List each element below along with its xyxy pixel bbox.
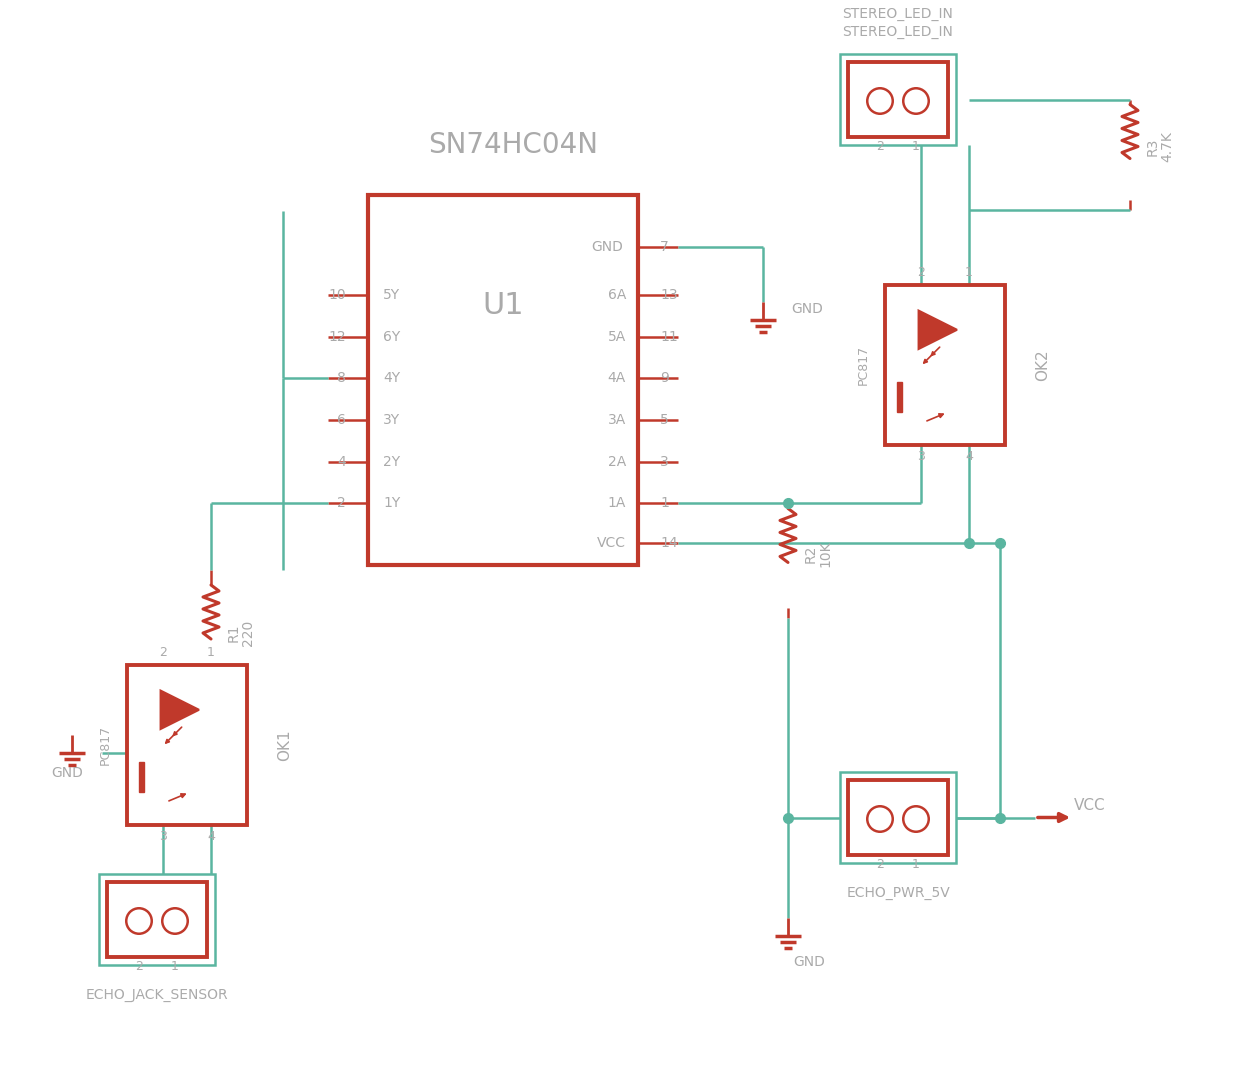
Bar [897,381,902,413]
Bar [127,665,247,825]
Text: R1: R1 [226,623,242,642]
Text: 3: 3 [159,831,167,844]
Text: 2Y: 2Y [382,455,400,469]
Bar [848,62,949,137]
Text: 6Y: 6Y [382,330,400,343]
Text: STEREO_LED_IN: STEREO_LED_IN [843,7,954,21]
Text: 6: 6 [337,413,346,427]
Text: 4: 4 [337,455,346,469]
Text: 1: 1 [660,496,669,510]
Text: 9: 9 [660,371,669,386]
Bar [140,761,145,793]
Text: 1: 1 [171,960,179,973]
Text: 10K: 10K [818,540,832,567]
Text: 10: 10 [328,288,346,302]
Text: 6A: 6A [608,288,626,302]
Text: 13: 13 [660,288,678,302]
Text: 14: 14 [660,535,678,550]
Text: 4A: 4A [608,371,626,386]
Text: 3A: 3A [608,413,626,427]
Text: 5Y: 5Y [382,288,400,302]
Text: 2: 2 [337,496,346,510]
Text: 2: 2 [135,960,143,973]
Text: PC817: PC817 [99,725,112,765]
Text: ECHO_JACK_SENSOR: ECHO_JACK_SENSOR [86,988,228,1002]
Text: 4: 4 [208,831,215,844]
Text: 2A: 2A [608,455,626,469]
Text: 1: 1 [912,140,920,153]
Text: 3: 3 [660,455,669,469]
Text: 4: 4 [965,451,972,464]
Text: 220: 220 [242,619,255,645]
Bar [848,780,949,855]
Text: GND: GND [591,240,623,254]
Text: R3: R3 [1146,138,1160,156]
Text: GND: GND [52,766,83,780]
Text: 3: 3 [917,451,925,464]
Text: 2: 2 [876,859,884,871]
Text: VCC: VCC [598,535,626,550]
Text: ECHO_PWR_5V: ECHO_PWR_5V [847,886,950,900]
Text: 4.7K: 4.7K [1160,131,1174,163]
Polygon shape [161,691,199,729]
Bar [369,195,638,565]
Bar [107,882,208,957]
Text: 5A: 5A [608,330,626,343]
Text: 2: 2 [876,140,884,153]
Text: 1: 1 [208,646,215,659]
Text: 1Y: 1Y [382,496,400,510]
Text: GND: GND [793,956,825,970]
Bar [840,54,956,146]
Text: 1A: 1A [608,496,626,510]
Text: OK1: OK1 [277,729,292,761]
Text: U1: U1 [482,291,523,320]
Text: 11: 11 [660,330,678,343]
Text: 12: 12 [328,330,346,343]
Text: OK2: OK2 [1035,350,1050,381]
Bar [884,285,1005,445]
Text: 2: 2 [917,266,925,279]
Text: 2: 2 [159,646,167,659]
Text: 5: 5 [660,413,669,427]
Text: PC817: PC817 [857,345,871,386]
Polygon shape [918,311,957,349]
Text: GND: GND [791,302,823,316]
Text: SN74HC04N: SN74HC04N [428,131,598,159]
Text: R2: R2 [804,544,818,563]
Text: VCC: VCC [1074,798,1106,813]
Text: 8: 8 [337,371,346,386]
Text: 1: 1 [965,266,972,279]
Bar [840,772,956,863]
Text: 4Y: 4Y [382,371,400,386]
Text: 3Y: 3Y [382,413,400,427]
Text: 7: 7 [660,240,669,254]
Bar [99,874,215,965]
Text: 1: 1 [912,859,920,871]
Text: STEREO_LED_IN: STEREO_LED_IN [843,25,954,39]
